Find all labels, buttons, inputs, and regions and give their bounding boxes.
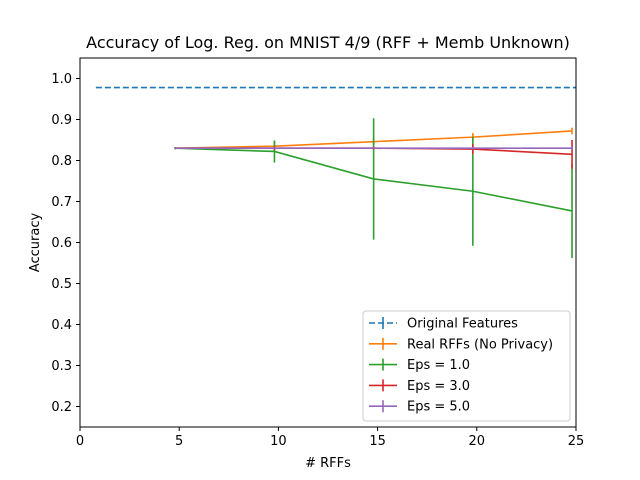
- y-axis-ticks: 0.2 0.3 0.4 0.5 0.6 0.7 0.8 0.9 1.0: [51, 72, 80, 415]
- x-tick-label: 15: [369, 434, 386, 449]
- x-axis-ticks: 0 5 10 15 20 25: [76, 427, 584, 449]
- series-layer: [95, 86, 576, 259]
- y-tick-label: 0.6: [51, 236, 72, 251]
- legend-label: Eps = 3.0: [407, 379, 470, 394]
- legend-label: Original Features: [407, 317, 518, 332]
- y-tick-label: 0.5: [51, 277, 72, 292]
- x-tick-label: 10: [270, 434, 287, 449]
- legend-label: Eps = 5.0: [407, 400, 470, 415]
- legend-label: Real RFFs (No Privacy): [407, 337, 553, 352]
- y-tick-label: 0.2: [51, 400, 72, 415]
- y-tick-label: 0.9: [51, 113, 72, 128]
- legend: Original Features Real RFFs (No Privacy) E…: [362, 310, 571, 422]
- legend-box: [362, 310, 571, 422]
- legend-label: Eps = 1.0: [407, 358, 470, 373]
- y-tick-label: 0.7: [51, 195, 72, 210]
- y-tick-label: 0.3: [51, 359, 72, 374]
- chart-title: Accuracy of Log. Reg. on MNIST 4/9 (RFF …: [86, 33, 570, 52]
- series-4: [174, 146, 573, 151]
- x-tick-label: 0: [76, 434, 84, 449]
- y-axis-label: Accuracy: [28, 213, 43, 273]
- x-axis-label: # RFFs: [305, 456, 351, 471]
- y-tick-label: 0.8: [51, 154, 72, 169]
- x-tick-label: 20: [469, 434, 486, 449]
- y-tick-label: 0.4: [51, 318, 72, 333]
- x-tick-label: 5: [175, 434, 183, 449]
- y-tick-label: 1.0: [51, 72, 72, 87]
- series-2: [174, 118, 573, 259]
- x-tick-label: 25: [568, 434, 585, 449]
